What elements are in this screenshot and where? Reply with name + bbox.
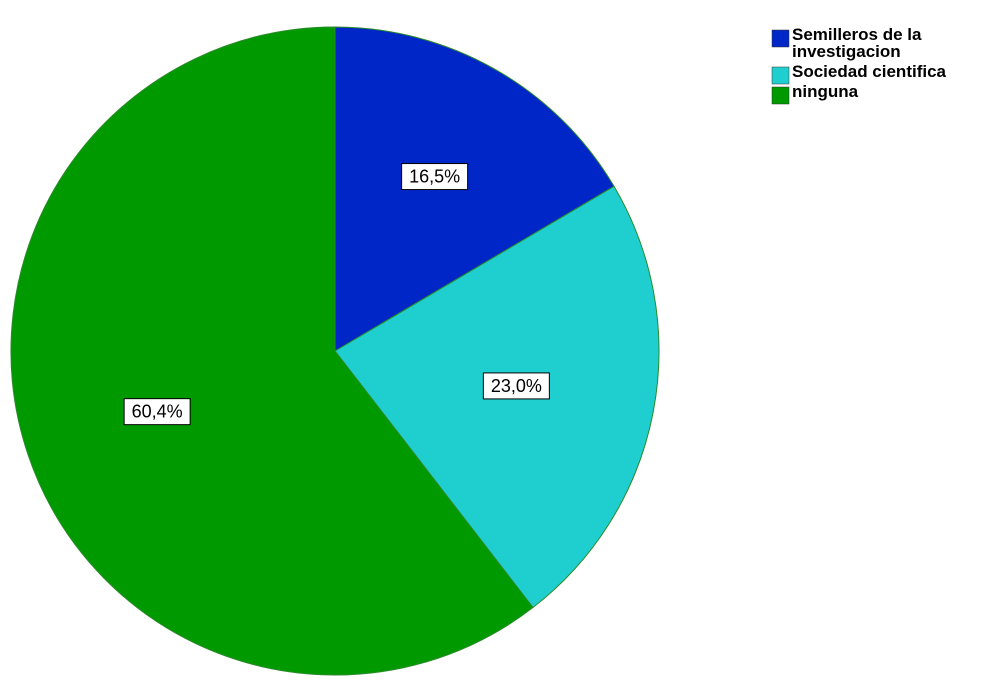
- data-label-3: 60,4%: [123, 398, 191, 426]
- legend-item-3: ninguna: [771, 82, 859, 105]
- data-label-box-1: [401, 163, 469, 191]
- data-label-text-3: 60,4%: [132, 402, 183, 422]
- data-label-2: 23,0%: [482, 372, 550, 400]
- legend-label-3-line-1: ninguna: [792, 82, 859, 101]
- legend-label-1-line-1: Semilleros de la: [792, 25, 922, 44]
- data-label-box-2: [482, 372, 550, 400]
- pie-slice-1: [334, 26, 615, 352]
- legend-swatch-3: [771, 86, 790, 105]
- data-label-text-2: 23,0%: [491, 376, 542, 396]
- legend-swatch-1: [771, 29, 790, 48]
- legend-label-2-line-1: Sociedad cientifica: [792, 62, 947, 81]
- legend-swatch-2: [771, 66, 790, 85]
- data-label-text-1: 16,5%: [409, 167, 460, 187]
- pie-slice-3: [10, 26, 534, 676]
- pie-slices: [10, 26, 660, 676]
- data-label-1: 16,5%: [401, 163, 469, 191]
- legend-item-2: Sociedad cientifica: [771, 62, 947, 85]
- data-label-box-3: [123, 398, 191, 426]
- legend-label-1-line-2: investigacion: [792, 42, 901, 61]
- pie-data-labels: 16,5% 23,0% 60,4%: [123, 163, 550, 426]
